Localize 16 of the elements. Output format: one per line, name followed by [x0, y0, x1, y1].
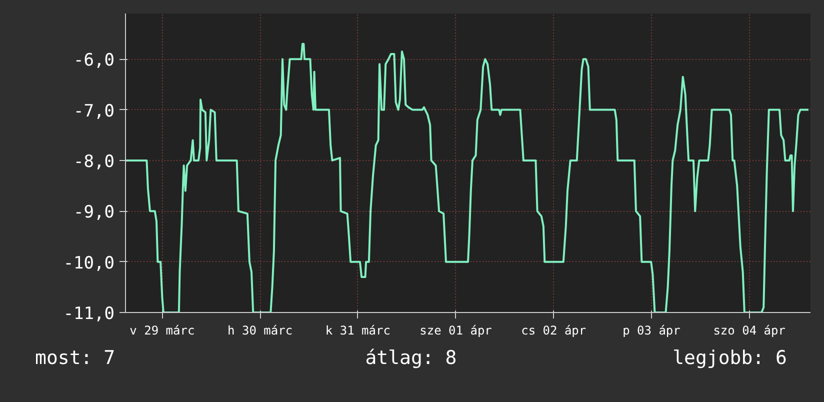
x-tick-label: cs 02 ápr [521, 324, 586, 338]
text: most: 7 [35, 346, 116, 371]
x-tick-label: p 03 ápr [622, 324, 680, 338]
y-tick-label: -9,0 [74, 202, 115, 223]
x-tick-label: sze 01 ápr [420, 324, 492, 338]
y-tick-label: -11,0 [63, 304, 115, 324]
y-tick-label: -10,0 [63, 253, 115, 274]
y-tick-label: -8,0 [74, 152, 115, 172]
text: átlag: 8 [365, 346, 457, 371]
y-tick-label: -7,0 [74, 101, 115, 122]
x-tick-label: h 30 márc [228, 324, 293, 338]
x-tick-label: szo 04 ápr [713, 324, 786, 338]
y-tick-label: -6,0 [74, 50, 115, 71]
text: legjobb: 6 [672, 346, 787, 371]
x-tick-label: k 31 márc [325, 324, 390, 338]
x-tick-label: v 29 márc [130, 324, 195, 338]
